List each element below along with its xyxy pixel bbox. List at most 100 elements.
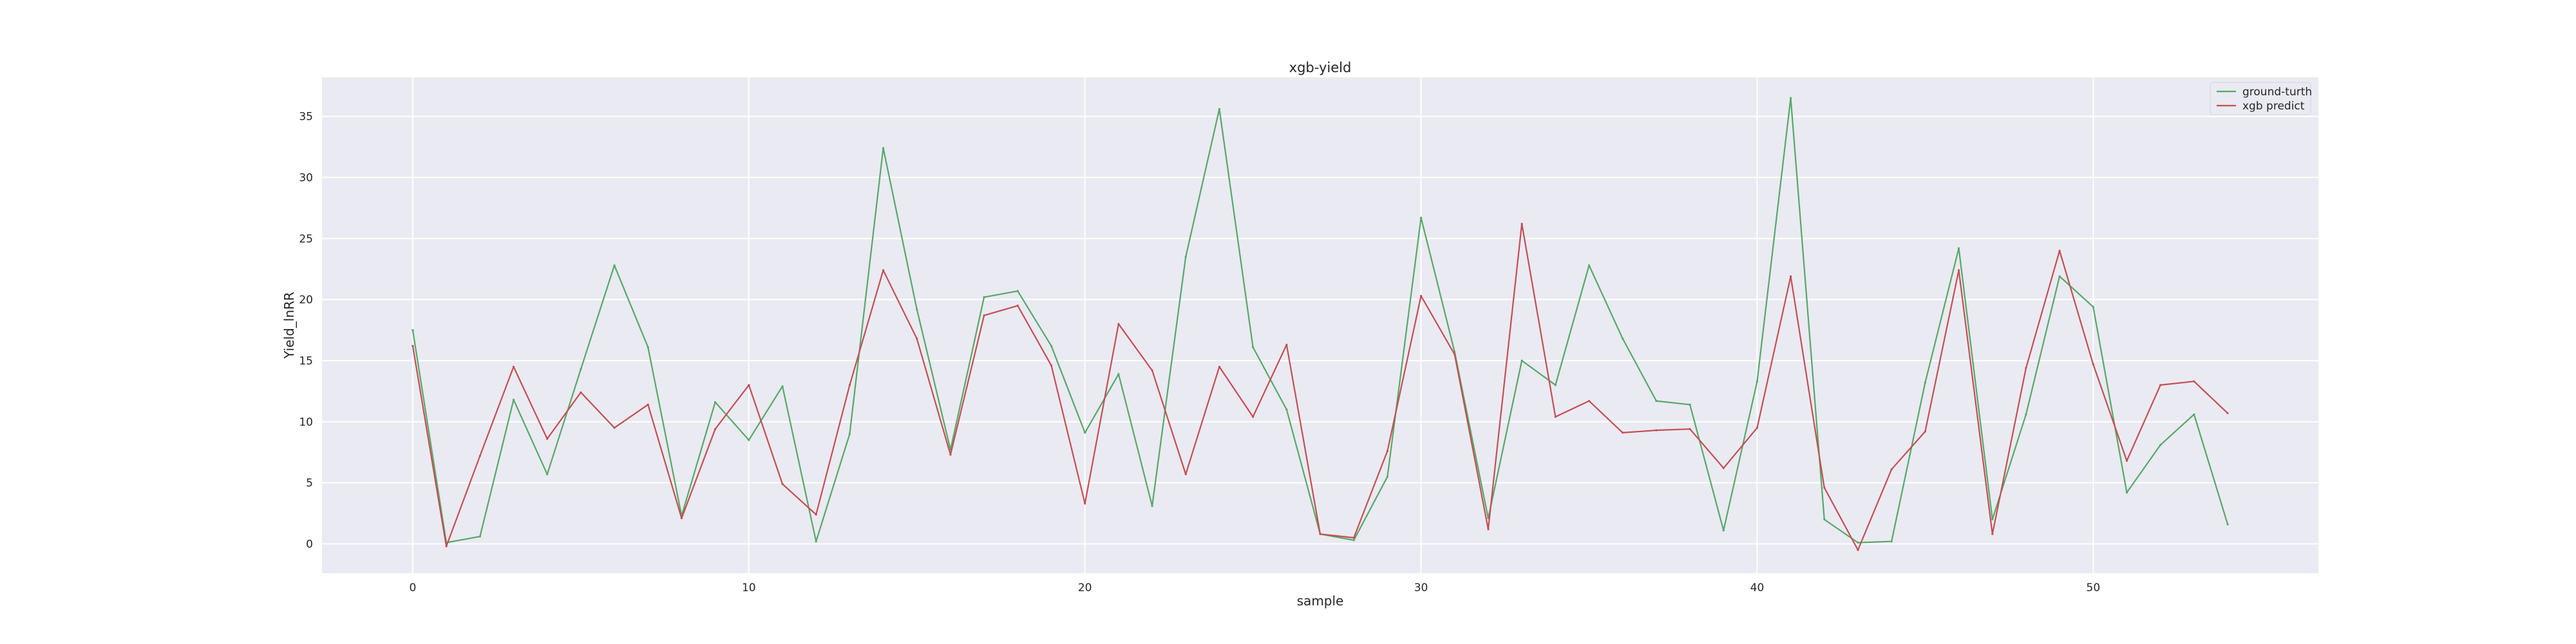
- y-tick-label: 0: [306, 538, 313, 551]
- data-point: [613, 426, 616, 429]
- legend-label-1: xgb predict: [2242, 100, 2305, 113]
- data-point: [2092, 305, 2094, 308]
- data-point: [512, 365, 515, 368]
- data-point: [647, 346, 649, 348]
- data-point: [478, 455, 481, 457]
- y-axis-label: Yield_lnRR: [281, 292, 297, 359]
- data-point: [2226, 412, 2229, 415]
- data-point: [2159, 384, 2162, 386]
- data-point: [546, 437, 549, 440]
- data-point: [1252, 346, 1255, 348]
- data-point: [1419, 294, 1423, 298]
- data-point: [1857, 549, 1859, 551]
- data-point: [1622, 431, 1624, 434]
- data-point: [613, 264, 616, 267]
- data-point: [478, 535, 481, 538]
- data-point: [714, 428, 717, 430]
- data-point: [1655, 429, 1658, 431]
- y-tick-label: 20: [299, 294, 313, 307]
- data-point: [1386, 475, 1388, 478]
- data-point: [1386, 450, 1388, 452]
- data-point: [1857, 541, 1859, 544]
- chart-title: xgb-yield: [1289, 60, 1352, 75]
- data-point: [1016, 290, 1019, 292]
- data-point: [714, 401, 717, 404]
- data-point: [2193, 413, 2195, 416]
- data-point: [1722, 529, 1725, 532]
- data-point: [781, 482, 784, 486]
- data-point: [1050, 364, 1053, 367]
- data-point: [748, 439, 750, 441]
- data-point: [748, 384, 750, 386]
- data-point: [1823, 486, 1826, 489]
- data-point: [2092, 363, 2094, 366]
- data-point: [1117, 323, 1120, 325]
- series-points-1: [412, 222, 2229, 551]
- data-point: [445, 545, 448, 547]
- data-point: [848, 433, 851, 435]
- x-tick-label: 50: [2087, 582, 2101, 594]
- data-point: [1790, 275, 1792, 278]
- data-point: [1924, 381, 1926, 384]
- data-point: [1957, 269, 1960, 272]
- data-point: [1454, 353, 1456, 356]
- data-point: [1252, 415, 1255, 418]
- data-point: [2125, 459, 2128, 462]
- data-point: [848, 384, 851, 386]
- data-point: [2125, 491, 2128, 494]
- data-point: [1823, 518, 1826, 521]
- grid-x: [412, 77, 2094, 573]
- data-point: [580, 368, 582, 370]
- data-point: [2058, 249, 2061, 252]
- data-point: [1622, 337, 1624, 340]
- data-point: [1756, 380, 1759, 383]
- y-tick-label: 35: [299, 111, 313, 124]
- data-point: [1520, 222, 1523, 225]
- data-point: [1050, 345, 1053, 347]
- data-point: [1151, 369, 1153, 372]
- data-point: [916, 308, 918, 310]
- data-point: [916, 337, 918, 340]
- data-point: [1184, 256, 1187, 258]
- data-point: [546, 473, 549, 475]
- y-tick-label: 10: [299, 416, 313, 429]
- x-tick-label: 40: [1750, 582, 1765, 594]
- data-point: [1890, 540, 1893, 543]
- x-tick-label: 30: [1414, 582, 1428, 594]
- data-point: [1285, 343, 1288, 346]
- data-point: [1890, 468, 1893, 471]
- data-point: [1319, 533, 1321, 535]
- x-axis-label: sample: [1297, 593, 1344, 609]
- data-point: [882, 269, 885, 272]
- data-point: [1218, 108, 1221, 110]
- data-point: [1352, 536, 1355, 539]
- data-point: [1587, 264, 1591, 267]
- x-tick-label: 10: [742, 582, 756, 594]
- data-point: [1722, 467, 1725, 469]
- series-layer: [412, 97, 2229, 551]
- data-point: [1587, 399, 1591, 402]
- data-point: [983, 314, 985, 317]
- data-point: [1520, 359, 1523, 362]
- data-point: [1218, 365, 1221, 368]
- data-point: [949, 453, 952, 456]
- data-point: [1151, 505, 1153, 507]
- data-point: [2226, 523, 2229, 526]
- y-tick-label: 30: [299, 172, 313, 185]
- data-point: [1084, 502, 1086, 505]
- data-point: [2159, 444, 2162, 446]
- data-point: [1655, 399, 1658, 402]
- legend-box: [2210, 82, 2311, 115]
- grid-y: [322, 115, 2318, 545]
- plot-background: [322, 77, 2318, 573]
- data-point: [815, 540, 817, 543]
- data-point: [412, 328, 414, 332]
- data-point: [1016, 305, 1019, 307]
- x-tick-label: 20: [1078, 582, 1092, 594]
- data-point: [1084, 431, 1086, 434]
- data-point: [2025, 413, 2027, 416]
- data-point: [1689, 403, 1691, 406]
- data-point: [1285, 408, 1288, 411]
- data-point: [2193, 380, 2195, 383]
